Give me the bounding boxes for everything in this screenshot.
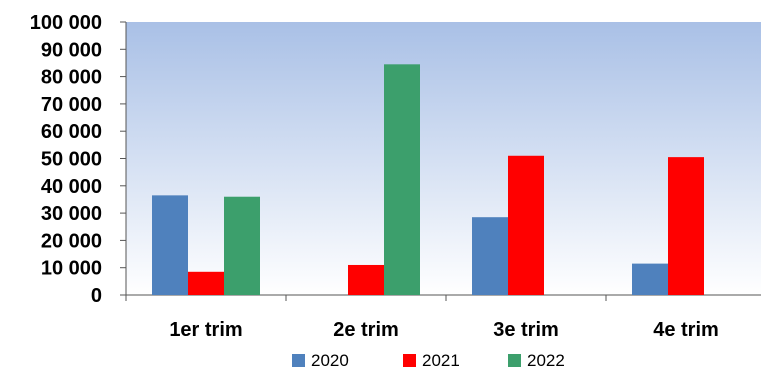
bar-2020-4 xyxy=(632,263,668,295)
bars xyxy=(152,64,704,295)
y-tick-label: 60 000 xyxy=(41,121,102,143)
y-tick-label: 80 000 xyxy=(41,67,102,89)
x-category-labels: 1er trim 2e trim 3e trim 4e trim xyxy=(169,319,718,341)
bar-2021-2 xyxy=(348,264,384,295)
bar-2022-2 xyxy=(384,64,420,295)
bar-2021-4 xyxy=(668,157,704,295)
bar-2020-1 xyxy=(152,195,188,295)
legend-swatch-2020 xyxy=(292,354,305,367)
legend-label-2020: 2020 xyxy=(311,351,349,370)
legend-label-2022: 2022 xyxy=(527,351,565,370)
y-tick-label: 90 000 xyxy=(41,39,102,61)
y-tick-label: 70 000 xyxy=(41,94,102,116)
x-category-label: 1er trim xyxy=(169,319,242,341)
x-category-label: 4e trim xyxy=(653,319,719,341)
y-tick-label: 10 000 xyxy=(41,258,102,280)
legend: 2020 2021 2022 xyxy=(292,351,565,370)
y-tick-label: 30 000 xyxy=(41,203,102,225)
legend-swatch-2022 xyxy=(508,354,521,367)
legend-swatch-2021 xyxy=(403,354,416,367)
y-tick-label: 20 000 xyxy=(41,230,102,252)
y-tick-labels: 0 10 000 20 000 30 000 40 000 50 000 60 000 70 … xyxy=(30,12,102,307)
y-tick-label: 0 xyxy=(91,285,102,307)
bar-2021-3 xyxy=(508,155,544,295)
y-tick-label: 100 000 xyxy=(30,12,102,34)
legend-label-2021: 2021 xyxy=(422,351,460,370)
bar-2020-3 xyxy=(472,217,508,295)
bar-2022-1 xyxy=(224,196,260,295)
plot-area xyxy=(126,22,761,295)
x-category-label: 3e trim xyxy=(493,319,559,341)
y-tick-label: 40 000 xyxy=(41,176,102,198)
bar-2021-1 xyxy=(188,271,224,295)
y-tick-label: 50 000 xyxy=(41,149,102,171)
x-category-label: 2e trim xyxy=(333,319,399,341)
